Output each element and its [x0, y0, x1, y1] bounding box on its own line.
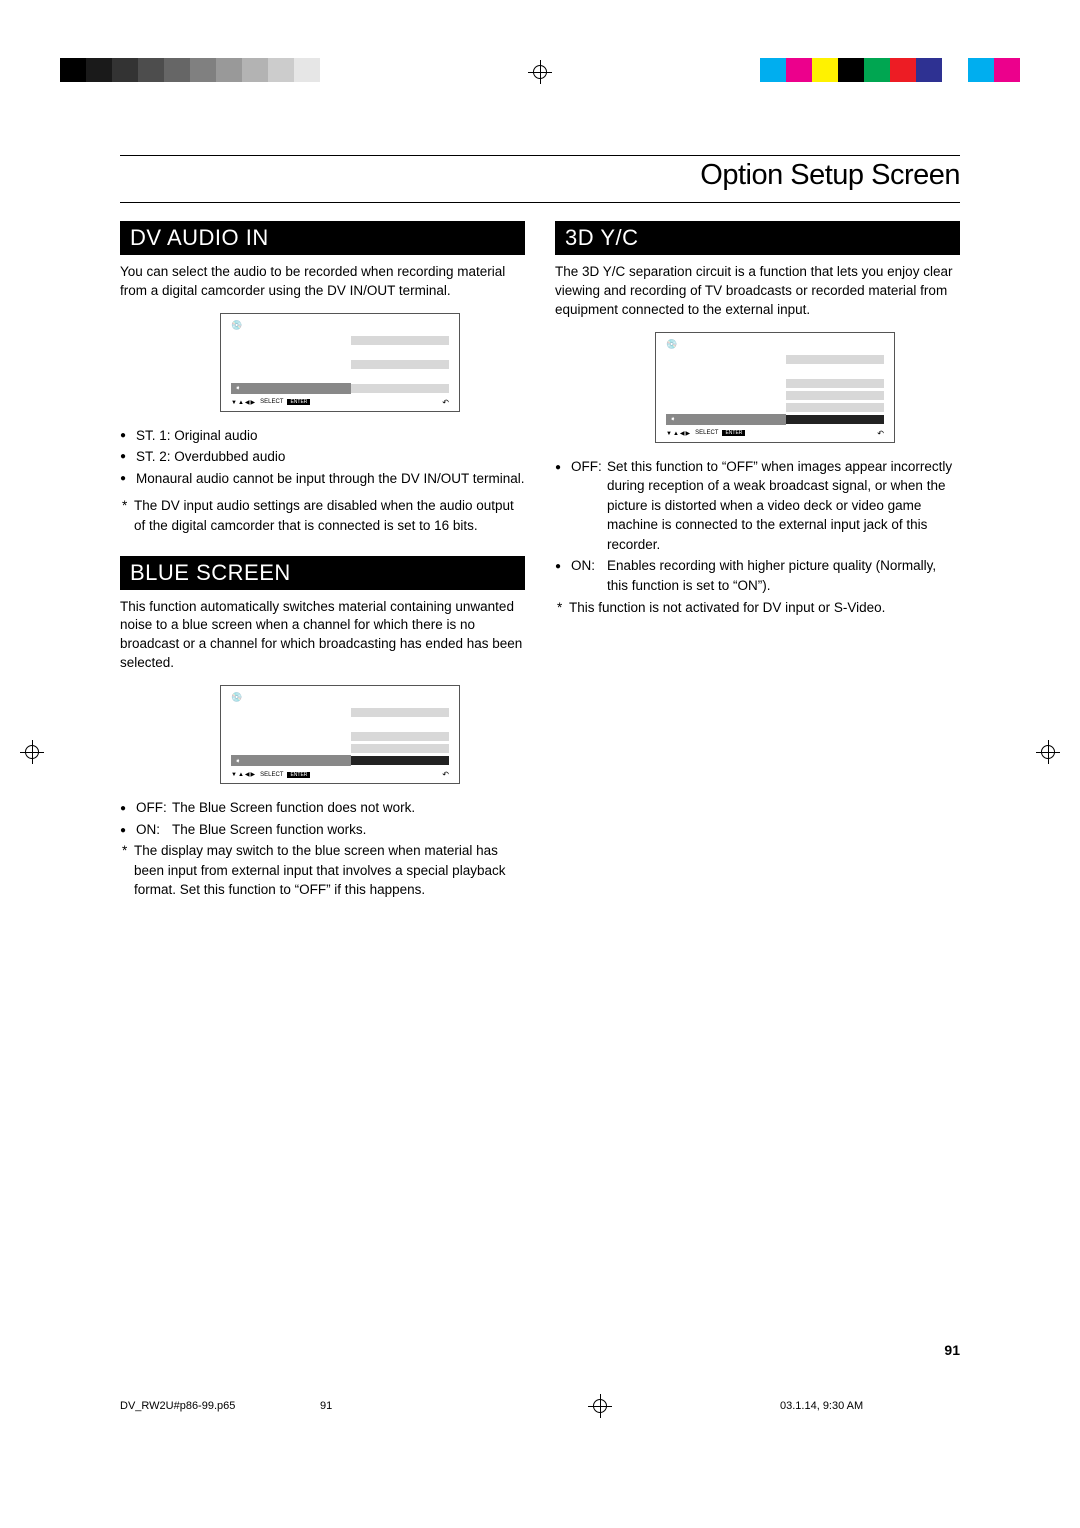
two-column-layout: DV AUDIO IN You can select the audio to … — [120, 221, 960, 902]
crop-mark-top — [528, 60, 552, 84]
disc-icon: 💿 — [231, 320, 459, 331]
bullet-item: ST. 1: Original audio — [120, 426, 525, 446]
ydc-menu-figure: 💿 ➧ ▼▲◀▶ SELECT ENTER ↶ — [655, 332, 895, 443]
dv-audio-intro: You can select the audio to be recorded … — [120, 263, 525, 301]
enter-label: ENTER — [287, 772, 310, 778]
crop-mark-right — [1036, 740, 1060, 764]
rule-top — [120, 155, 960, 156]
nav-arrows-icon: ▼▲◀▶ — [666, 430, 691, 437]
dv-audio-bullets: ST. 1: Original audio ST. 2: Overdubbed … — [120, 426, 525, 489]
blue-screen-heading: BLUE SCREEN — [120, 556, 525, 590]
note-item: The display may switch to the blue scree… — [120, 841, 525, 900]
return-icon: ↶ — [442, 770, 449, 779]
nav-arrows-icon: ▼▲◀▶ — [231, 771, 256, 778]
blue-screen-menu-figure: 💿 ➧ ▼▲◀▶ SELECT ENTER ↶ — [220, 685, 460, 784]
return-icon: ↶ — [877, 429, 884, 438]
ydc-intro: The 3D Y/C separation circuit is a funct… — [555, 263, 960, 320]
nav-arrows-icon: ▼▲◀▶ — [231, 399, 256, 406]
print-footer: DV_RW2U#p86-99.p65 91 03.1.14, 9:30 AM — [120, 1394, 960, 1418]
enter-label: ENTER — [287, 399, 310, 405]
select-label: SELECT — [695, 430, 718, 436]
ydc-heading: 3D Y/C — [555, 221, 960, 255]
disc-icon: 💿 — [231, 692, 459, 703]
select-label: SELECT — [260, 772, 283, 778]
footer-datetime: 03.1.14, 9:30 AM — [780, 1400, 960, 1412]
footer-filename: DV_RW2U#p86-99.p65 — [120, 1400, 320, 1412]
bullet-item: Monaural audio cannot be input through t… — [120, 469, 525, 489]
dv-audio-notes: The DV input audio settings are disabled… — [120, 496, 525, 535]
color-swatches — [760, 58, 1020, 82]
blue-screen-defs: OFF: The Blue Screen function does not w… — [120, 798, 525, 839]
bullet-item: ST. 2: Overdubbed audio — [120, 447, 525, 467]
note-item: This function is not activated for DV in… — [555, 598, 960, 618]
select-label: SELECT — [260, 399, 283, 405]
right-column: 3D Y/C The 3D Y/C separation circuit is … — [555, 221, 960, 902]
disc-icon: 💿 — [666, 339, 894, 350]
page-content: Option Setup Screen DV AUDIO IN You can … — [120, 155, 960, 1328]
left-column: DV AUDIO IN You can select the audio to … — [120, 221, 525, 902]
note-item: The DV input audio settings are disabled… — [120, 496, 525, 535]
crop-mark-bottom — [588, 1394, 612, 1418]
return-icon: ↶ — [442, 398, 449, 407]
page-title: Option Setup Screen — [120, 159, 960, 192]
dv-audio-heading: DV AUDIO IN — [120, 221, 525, 255]
def-item: ON: Enables recording with higher pictur… — [555, 556, 960, 595]
ydc-defs: OFF: Set this function to “OFF” when ima… — [555, 457, 960, 596]
def-item: OFF: Set this function to “OFF” when ima… — [555, 457, 960, 555]
dv-audio-menu-figure: 💿 ➧ ▼▲◀▶ SELECT ENTER ↶ — [220, 313, 460, 412]
def-item: OFF: The Blue Screen function does not w… — [120, 798, 525, 818]
crop-mark-left — [20, 740, 44, 764]
def-item: ON: The Blue Screen function works. — [120, 820, 525, 840]
enter-label: ENTER — [722, 430, 745, 436]
rule-under-title — [120, 202, 960, 203]
footer-page: 91 — [320, 1400, 420, 1412]
blue-screen-notes: The display may switch to the blue scree… — [120, 841, 525, 900]
page-number: 91 — [944, 1342, 960, 1358]
blue-screen-intro: This function automatically switches mat… — [120, 598, 525, 674]
grayscale-swatches — [60, 58, 320, 82]
ydc-notes: This function is not activated for DV in… — [555, 598, 960, 618]
